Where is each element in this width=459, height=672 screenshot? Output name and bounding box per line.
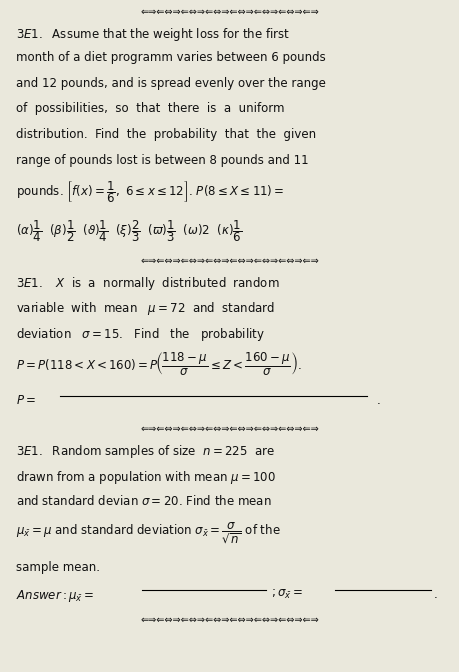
Text: sample mean.: sample mean.	[16, 561, 100, 574]
Text: .: .	[376, 394, 380, 407]
Text: range of pounds lost is between 8 pounds and 11: range of pounds lost is between 8 pounds…	[16, 154, 309, 167]
Text: drawn from a population with mean $\mu=100$: drawn from a population with mean $\mu=1…	[16, 469, 276, 486]
Text: $;\sigma_{\bar{x}}=$: $;\sigma_{\bar{x}}=$	[271, 587, 302, 601]
Text: ⇐⇒⇐⇔⇒⇐⇔⇒⇐⇔⇒⇐⇔⇒⇐⇔⇒⇐⇔⇒⇐⇒: ⇐⇒⇐⇔⇒⇐⇔⇒⇐⇔⇒⇐⇔⇒⇐⇔⇒⇐⇔⇒⇐⇒	[140, 424, 319, 434]
Text: ⇐⇒⇐⇔⇒⇐⇔⇒⇐⇔⇒⇐⇔⇒⇐⇔⇒⇐⇔⇒⇐⇒: ⇐⇒⇐⇔⇒⇐⇔⇒⇐⇔⇒⇐⇔⇒⇐⇔⇒⇐⇔⇒⇐⇒	[140, 614, 319, 624]
Text: $\mathit{Answer}:\mu_{\bar{x}}=$: $\mathit{Answer}:\mu_{\bar{x}}=$	[16, 587, 94, 603]
Text: $3E1.$  Random samples of size  $n=225$  are: $3E1.$ Random samples of size $n=225$ ar…	[16, 444, 275, 460]
Text: ⇐⇒⇐⇔⇒⇐⇔⇒⇐⇔⇒⇐⇔⇒⇐⇔⇒⇐⇔⇒⇐⇒: ⇐⇒⇐⇔⇒⇐⇔⇒⇐⇔⇒⇐⇔⇒⇐⇔⇒⇐⇔⇒⇐⇒	[140, 256, 319, 265]
Text: $\mu_{\bar{x}}=\mu$ and standard deviation $\sigma_{\bar{x}}=\dfrac{\sigma}{\sqr: $\mu_{\bar{x}}=\mu$ and standard deviati…	[16, 520, 281, 545]
Text: $3E1.$   $X$  is  a  normally  distributed  random: $3E1.$ $X$ is a normally distributed ran…	[16, 275, 280, 292]
Text: and 12 pounds, and is spread evenly over the range: and 12 pounds, and is spread evenly over…	[16, 77, 326, 90]
Text: variable  with  mean   $\mu=72$  and  standard: variable with mean $\mu=72$ and standard	[16, 300, 275, 317]
Text: and standard devian $\sigma=20$. Find the mean: and standard devian $\sigma=20$. Find th…	[16, 495, 272, 509]
Text: pounds. $\left[ f(x)=\dfrac{1}{6},\ 6\leq x\leq 12\right]$. $P(8\leq X\leq 11)=$: pounds. $\left[ f(x)=\dfrac{1}{6},\ 6\le…	[16, 179, 285, 205]
Text: distribution.  Find  the  probability  that  the  given: distribution. Find the probability that …	[16, 128, 316, 141]
Text: ⇐⇒⇐⇔⇒⇐⇔⇒⇐⇔⇒⇐⇔⇒⇐⇔⇒⇐⇔⇒⇐⇒: ⇐⇒⇐⇔⇒⇐⇔⇒⇐⇔⇒⇐⇔⇒⇐⇔⇒⇐⇔⇒⇐⇒	[140, 7, 319, 17]
Text: $P=P(118<X<160)=P\!\left(\dfrac{118-\mu}{\sigma}\leq Z<\dfrac{160-\mu}{\sigma}\r: $P=P(118<X<160)=P\!\left(\dfrac{118-\mu}…	[16, 351, 302, 378]
Text: $P=$: $P=$	[16, 394, 36, 407]
Text: $3E1.$  Assume that the weight loss for the first: $3E1.$ Assume that the weight loss for t…	[16, 26, 290, 43]
Text: .: .	[434, 587, 437, 601]
Text: month of a diet programm varies between 6 pounds: month of a diet programm varies between …	[16, 52, 326, 65]
Text: deviation   $\sigma=15$.   Find   the   probability: deviation $\sigma=15$. Find the probabil…	[16, 326, 265, 343]
Text: $(\alpha)\dfrac{1}{4}$  $(\beta)\dfrac{1}{2}$  $(\vartheta)\dfrac{1}{4}$  $(\xi): $(\alpha)\dfrac{1}{4}$ $(\beta)\dfrac{1}…	[16, 218, 242, 245]
Text: of  possibilities,  so  that  there  is  a  uniform: of possibilities, so that there is a uni…	[16, 103, 285, 116]
